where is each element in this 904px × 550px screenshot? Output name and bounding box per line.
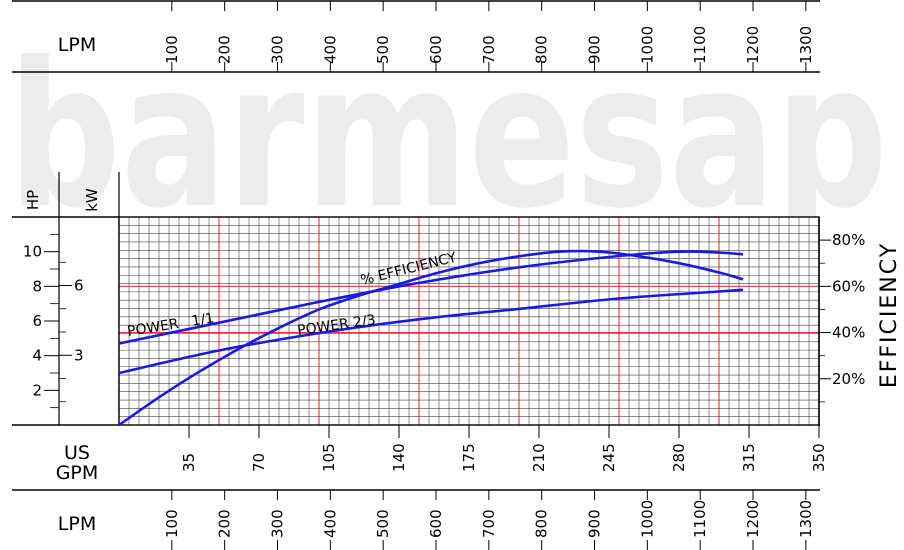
kw-tick-label: 6 bbox=[74, 277, 84, 295]
us-gpm-label-line1: US bbox=[64, 442, 90, 464]
us-gpm-strip: US GPM 35 70 105 140 175 210 245 280 315 350 bbox=[12, 425, 828, 491]
lpm-tick-label: 300 bbox=[269, 35, 287, 64]
lpm-tick-label: 1100 bbox=[691, 500, 709, 538]
lpm-tick-label: 800 bbox=[533, 509, 551, 538]
power-full-curve bbox=[118, 250, 744, 345]
lpm-tick-label: 100 bbox=[163, 509, 181, 538]
lpm-tick-label: 1200 bbox=[744, 500, 762, 538]
lpm-tick-label: 200 bbox=[216, 35, 234, 64]
chart-grid bbox=[12, 216, 820, 426]
lpm-tick-label: 300 bbox=[269, 509, 287, 538]
hp-tick-label: 2 bbox=[32, 381, 42, 399]
gpm-tick-label: 105 bbox=[320, 443, 338, 472]
hp-tick-label: 6 bbox=[32, 312, 42, 330]
watermark: barmesap bbox=[8, 20, 888, 253]
curves bbox=[118, 249, 744, 427]
hp-tick-label: 4 bbox=[32, 347, 42, 365]
hp-axis-label: HP bbox=[24, 190, 42, 210]
lpm-tick-label: 1000 bbox=[638, 26, 656, 64]
lpm-top-ticks: 100 200 300 400 500 600 700 800 900 1000 1100 1200 1… bbox=[163, 1, 815, 72]
gpm-tick-label: 350 bbox=[810, 443, 828, 472]
efficiency-tick-label: 20% bbox=[832, 370, 865, 388]
lpm-tick-label: 600 bbox=[427, 35, 445, 64]
lpm-tick-label: 800 bbox=[533, 35, 551, 64]
gpm-tick-label: 315 bbox=[740, 443, 758, 472]
lpm-tick-label: 400 bbox=[321, 509, 339, 538]
efficiency-tick-label: 80% bbox=[832, 231, 865, 249]
gpm-tick-label: 245 bbox=[600, 443, 618, 472]
us-gpm-label-line2: GPM bbox=[56, 462, 99, 484]
gpm-tick-label: 70 bbox=[250, 453, 268, 472]
efficiency-curve bbox=[118, 249, 744, 427]
power-two-thirds-curve bbox=[118, 288, 744, 375]
gpm-tick-label: 35 bbox=[180, 453, 198, 472]
gpm-tick-label: 175 bbox=[460, 443, 478, 472]
lpm-tick-label: 600 bbox=[427, 509, 445, 538]
lpm-tick-label: 1200 bbox=[744, 26, 762, 64]
lpm-tick-label: 200 bbox=[216, 509, 234, 538]
lpm-top-strip: LPM 100 200 300 400 500 600 700 800 900 1000 1100 1… bbox=[12, 0, 820, 73]
left-axis-ticks: 2 4 6 8 10 3 6 bbox=[23, 233, 84, 409]
lpm-bottom-label: LPM bbox=[58, 513, 96, 535]
lpm-tick-label: 900 bbox=[586, 35, 604, 64]
lpm-tick-label: 400 bbox=[321, 35, 339, 64]
lpm-tick-label: 1000 bbox=[638, 500, 656, 538]
gpm-tick-label: 140 bbox=[390, 443, 408, 472]
lpm-tick-label: 700 bbox=[480, 35, 498, 64]
efficiency-tick-label: 60% bbox=[832, 277, 865, 295]
hp-tick-label: 8 bbox=[32, 277, 42, 295]
kw-axis-label: kW bbox=[83, 188, 101, 212]
lpm-tick-label: 100 bbox=[163, 35, 181, 64]
lpm-tick-label: 500 bbox=[374, 35, 392, 64]
efficiency-axis-label: EFFICIENCY bbox=[877, 242, 902, 388]
lpm-tick-label: 900 bbox=[586, 509, 604, 538]
lpm-tick-label: 700 bbox=[480, 509, 498, 538]
lpm-tick-label: 1100 bbox=[691, 26, 709, 64]
lpm-bottom-strip: LPM 100 200 300 400 500 600 700 800 900 1000 1100 1… bbox=[58, 490, 815, 550]
lpm-tick-label: 500 bbox=[374, 509, 392, 538]
efficiency-axis-ticks: 20% 40% 60% 80% bbox=[818, 217, 865, 425]
lpm-top-label: LPM bbox=[58, 34, 96, 56]
gpm-tick-label: 210 bbox=[530, 443, 548, 472]
kw-tick-label: 3 bbox=[74, 346, 84, 364]
efficiency-tick-label: 40% bbox=[832, 324, 865, 342]
lpm-tick-label: 1300 bbox=[797, 500, 815, 538]
lpm-bottom-ticks: 100 200 300 400 500 600 700 800 900 1000 1100 1200 1… bbox=[163, 490, 815, 550]
hp-tick-label: 10 bbox=[23, 243, 42, 261]
gpm-tick-label: 280 bbox=[670, 443, 688, 472]
us-gpm-ticks: 35 70 105 140 175 210 245 280 315 350 bbox=[180, 425, 828, 472]
lpm-tick-label: 1300 bbox=[797, 26, 815, 64]
